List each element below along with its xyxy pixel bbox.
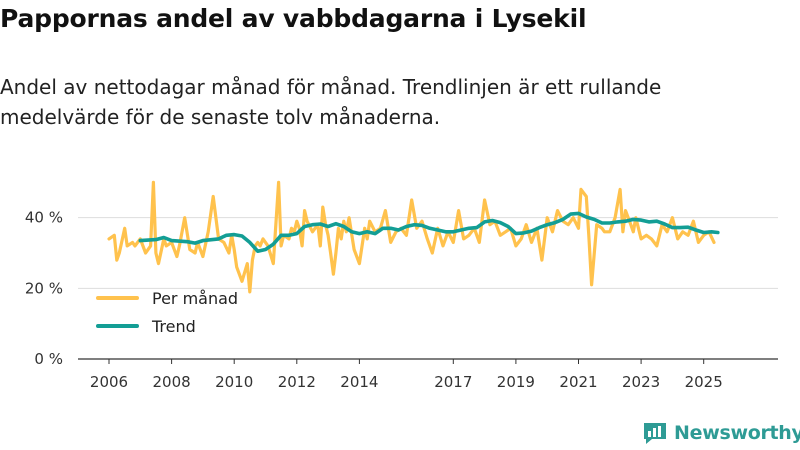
y-tick-label: 0 % — [34, 350, 63, 368]
x-tick-label: 2006 — [90, 373, 128, 391]
newsworthy-logo-icon — [644, 423, 666, 444]
x-tick-label: 2008 — [153, 373, 191, 391]
chart-title: Pappornas andel av vabbdagarna i Lysekil — [0, 4, 587, 33]
brand-name: Newsworthy — [674, 422, 800, 444]
chart-subtitle: Andel av nettodagar månad för månad. Tre… — [0, 75, 662, 129]
grid-layer: 0 % 20 % 40 % 2006 2008 2010 2012 2014 2017 2019 2… — [25, 209, 778, 391]
x-tick-label: 2017 — [434, 373, 472, 391]
x-tick-label: 2025 — [685, 373, 723, 391]
legend-label-trend: Trend — [151, 317, 196, 336]
y-tick-label: 20 % — [25, 279, 63, 297]
x-tick-label: 2010 — [215, 373, 253, 391]
x-tick-label: 2021 — [559, 373, 597, 391]
legend: Per månad Trend — [96, 289, 238, 336]
x-tick-label: 2023 — [622, 373, 660, 391]
x-tick-label: 2014 — [340, 373, 378, 391]
brand-logo: Newsworthy — [642, 420, 800, 446]
trend-series-line — [138, 211, 720, 253]
series-layer — [107, 180, 720, 294]
y-tick-label: 40 % — [25, 209, 63, 227]
monthly-series-line — [107, 180, 716, 294]
x-tick-label: 2012 — [278, 373, 316, 391]
legend-label-monthly: Per månad — [152, 289, 238, 308]
x-tick-label: 2019 — [497, 373, 535, 391]
